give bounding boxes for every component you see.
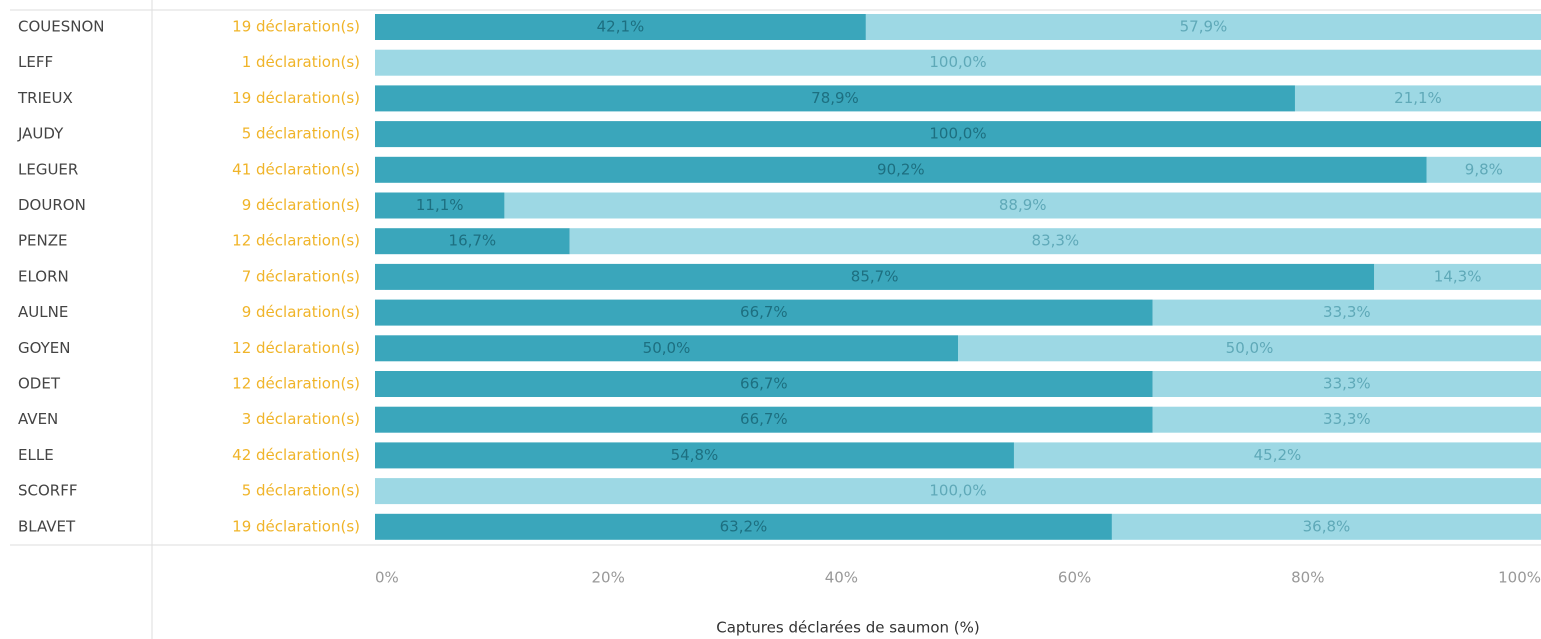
- bar-segment: [375, 228, 570, 255]
- bar-segment: [375, 335, 958, 362]
- bar-segment: [375, 49, 1541, 76]
- bar-segment: [1152, 406, 1541, 433]
- category-label: DOURON: [18, 196, 86, 214]
- value-label: 9,8%: [1465, 160, 1503, 178]
- declaration-count: 1 déclaration(s): [242, 53, 360, 71]
- bar-segment: [1152, 371, 1541, 397]
- category-label: AVEN: [18, 410, 58, 428]
- category-label: ELORN: [18, 267, 69, 285]
- category-label: SCORFF: [18, 482, 77, 500]
- category-label: LEFF: [18, 53, 53, 71]
- value-label: 33,3%: [1323, 410, 1371, 428]
- value-label: 90,2%: [877, 160, 925, 178]
- category-label: BLAVET: [18, 517, 76, 535]
- category-label: ODET: [18, 375, 61, 393]
- value-label: 57,9%: [1180, 18, 1228, 36]
- category-label: LEGUER: [18, 160, 78, 178]
- declaration-count: 19 déclaration(s): [232, 18, 360, 36]
- value-label: 66,7%: [740, 410, 788, 428]
- bar-segment: [1152, 299, 1541, 326]
- value-label: 100,0%: [929, 482, 986, 500]
- x-tick-label: 20%: [592, 569, 625, 587]
- bar-segment: [375, 14, 866, 40]
- value-label: 36,8%: [1303, 517, 1351, 535]
- bar-segment: [1426, 156, 1541, 183]
- bar-segment: [1013, 442, 1541, 469]
- value-label: 42,1%: [597, 18, 645, 36]
- declaration-count: 9 déclaration(s): [242, 303, 360, 321]
- bar-segment: [1374, 263, 1541, 290]
- value-label: 83,3%: [1032, 232, 1080, 250]
- declaration-count: 5 déclaration(s): [242, 482, 360, 500]
- bar-segment: [375, 263, 1375, 290]
- bar-segment: [1294, 85, 1541, 112]
- bar-segment: [375, 513, 1112, 540]
- bar-segment: [375, 406, 1153, 433]
- declaration-count: 3 déclaration(s): [242, 410, 360, 428]
- category-label: PENZE: [18, 232, 68, 250]
- x-tick-label: 0%: [375, 569, 399, 587]
- declaration-count: 12 déclaration(s): [232, 232, 360, 250]
- x-tick-label: 100%: [1498, 569, 1541, 587]
- bar-segment: [1111, 513, 1541, 540]
- category-label: ELLE: [18, 446, 54, 464]
- bar-segment: [375, 192, 505, 219]
- declaration-count: 12 déclaration(s): [232, 375, 360, 393]
- value-label: 14,3%: [1434, 267, 1482, 285]
- category-label: AULNE: [18, 303, 68, 321]
- value-label: 45,2%: [1254, 446, 1302, 464]
- bar-segment: [375, 442, 1014, 469]
- value-label: 63,2%: [720, 517, 768, 535]
- value-label: 66,7%: [740, 375, 788, 393]
- x-tick-label: 40%: [825, 569, 858, 587]
- bar-segment: [569, 228, 1541, 255]
- value-label: 50,0%: [643, 339, 691, 357]
- declaration-count: 7 déclaration(s): [242, 267, 360, 285]
- value-label: 100,0%: [929, 53, 986, 71]
- category-label: GOYEN: [18, 339, 70, 357]
- declaration-count: 41 déclaration(s): [232, 160, 360, 178]
- x-tick-label: 60%: [1058, 569, 1091, 587]
- value-label: 11,1%: [416, 196, 464, 214]
- bar-segment: [375, 121, 1541, 148]
- value-label: 88,9%: [999, 196, 1047, 214]
- value-label: 33,3%: [1323, 375, 1371, 393]
- category-label: JAUDY: [17, 125, 64, 143]
- value-label: 66,7%: [740, 303, 788, 321]
- category-label: TRIEUX: [17, 89, 73, 107]
- declaration-count: 12 déclaration(s): [232, 339, 360, 357]
- bar-segment: [375, 85, 1295, 112]
- x-axis-label: Captures déclarées de saumon (%): [716, 619, 980, 637]
- bar-segment: [375, 478, 1541, 505]
- declaration-count: 9 déclaration(s): [242, 196, 360, 214]
- bar-segment: [375, 156, 1427, 183]
- value-label: 100,0%: [929, 125, 986, 143]
- declaration-count: 19 déclaration(s): [232, 517, 360, 535]
- bar-segment: [375, 299, 1153, 326]
- bar-segment: [958, 335, 1541, 362]
- value-label: 16,7%: [449, 232, 497, 250]
- declaration-count: 19 déclaration(s): [232, 89, 360, 107]
- bar-segment: [375, 371, 1153, 397]
- x-tick-label: 80%: [1291, 569, 1324, 587]
- value-label: 50,0%: [1226, 339, 1274, 357]
- bar-segment: [865, 14, 1541, 40]
- value-label: 33,3%: [1323, 303, 1371, 321]
- declaration-count: 42 déclaration(s): [232, 446, 360, 464]
- declaration-count: 5 déclaration(s): [242, 125, 360, 143]
- value-label: 21,1%: [1394, 89, 1442, 107]
- value-label: 54,8%: [671, 446, 719, 464]
- value-label: 85,7%: [851, 267, 899, 285]
- category-label: COUESNON: [18, 18, 105, 36]
- value-label: 78,9%: [811, 89, 859, 107]
- bar-segment: [504, 192, 1541, 219]
